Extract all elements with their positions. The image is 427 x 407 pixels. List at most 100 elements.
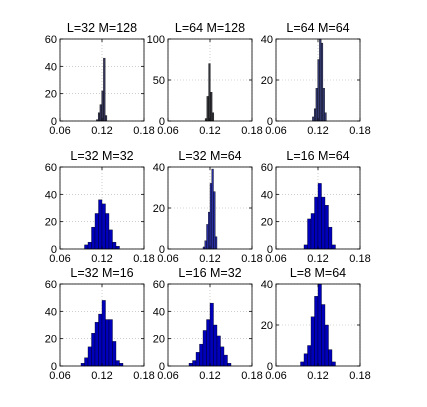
histogram-bar [101,203,106,250]
histogram-bar [314,296,319,367]
histogram-bar [314,196,319,250]
histogram-bar [202,330,207,367]
y-tick-label: 20 [45,334,57,346]
x-tick-label: 0.18 [133,370,154,382]
histogram-bar [87,241,92,250]
histogram-bar [210,92,213,122]
histogram-bar [206,224,209,250]
y-tick-label: 40 [153,162,165,174]
histogram-bar [321,196,326,250]
histogram-panel: 0.06 0.12 0.18 0 20 40 L=32 M=64 [153,149,263,265]
x-tick-label: 0.06 [157,125,178,137]
histogram-bar [108,229,113,250]
histogram-bar [313,108,317,122]
histogram-panel: 0.06 0.12 0.18 0 20 40 60 L=16 M=64 [261,149,371,265]
histogram-bar [108,319,113,367]
x-tick-label: 0.06 [49,253,70,265]
histogram-bar [320,42,324,122]
histogram-bar [209,183,212,250]
x-tick-label: 0.18 [133,125,154,137]
x-tick-label: 0.06 [49,370,70,382]
histogram-bar [91,226,96,250]
histogram-bar [112,241,117,250]
histogram-bar [104,115,108,122]
histogram-bar [192,360,197,367]
histogram-bar [317,59,320,122]
x-tick-label: 0.06 [265,370,286,382]
chart-title: L=64 M=64 [286,21,349,35]
histogram-bar [317,283,322,367]
histogram-bar [331,244,336,250]
x-tick-label: 0.12 [199,253,220,265]
histogram-bar [204,240,207,250]
y-tick-label: 60 [45,279,57,291]
histogram-bar [94,322,99,367]
histogram-bar [199,343,204,367]
histogram-bar [105,319,110,367]
histogram-bar [310,316,315,367]
histogram-bar [98,313,103,367]
histogram-bar [300,361,305,367]
histogram-panel: 0.06 0.12 0.18 0 20 40 L=8 M=64 [261,266,371,382]
histogram-bar [213,324,218,367]
y-tick-label: 40 [261,279,273,291]
histogram-bar [328,226,333,250]
histogram-bar [115,246,120,250]
histogram-bar [208,211,211,250]
histogram-bar [321,304,326,367]
histogram-panel: 0.06 0.12 0.18 0 20 40 L=64 M=64 [261,21,371,137]
y-tick-label: 0 [159,361,165,373]
chart-title: L=32 M=128 [67,21,137,35]
chart-title: L=64 M=128 [175,21,245,35]
y-tick-label: 20 [45,217,57,229]
y-tick-label: 40 [153,306,165,318]
y-tick-label: 60 [45,162,57,174]
x-tick-label: 0.18 [349,253,370,265]
histogram-bar [303,244,308,250]
histogram-bar [303,353,308,367]
x-tick-label: 0.18 [133,253,154,265]
x-tick-label: 0.12 [91,370,112,382]
y-tick-label: 0 [159,244,165,256]
histogram-bar [101,300,106,367]
histogram-panel: 0.06 0.12 0.18 0 20 40 60 L=32 M=32 [45,149,155,265]
x-tick-label: 0.06 [157,253,178,265]
x-tick-label: 0.18 [349,370,370,382]
histogram-panel: 0.06 0.12 0.18 0 20 40 60 L=16 M=32 [153,266,263,382]
histogram-bar [310,213,315,250]
y-tick-label: 50 [153,75,165,87]
histogram-bar [315,88,318,122]
chart-title: L=32 M=32 [70,149,133,163]
y-tick-label: 20 [261,217,273,229]
chart-title: L=32 M=64 [178,149,241,163]
y-tick-label: 0 [267,361,273,373]
y-tick-label: 0 [51,361,57,373]
y-tick-label: 20 [261,320,273,332]
histogram-bar [319,38,322,122]
histogram-bar [324,324,329,367]
histogram-bar [215,236,218,250]
histogram-bar [87,346,92,367]
histogram-panel: 0.06 0.12 0.18 0 50 100 L=64 M=128 [147,21,263,137]
histogram-bar [331,361,336,367]
x-tick-label: 0.12 [307,125,328,137]
histogram-bar [317,183,322,250]
y-tick-label: 40 [45,61,57,73]
x-tick-label: 0.18 [241,125,262,137]
y-tick-label: 40 [45,306,57,318]
histogram-bar [324,205,329,250]
histogram-bar [188,363,193,367]
x-tick-label: 0.12 [307,253,328,265]
histogram-bar [98,199,103,250]
x-tick-label: 0.06 [265,125,286,137]
y-tick-label: 0 [267,116,273,128]
histogram-bar [105,213,110,250]
histogram-panel: 0.06 0.12 0.18 0 20 40 60 L=32 M=16 [45,266,155,382]
y-tick-label: 0 [159,116,165,128]
x-tick-label: 0.18 [349,125,370,137]
histogram-bar [80,363,85,367]
histogram-bar [307,218,312,250]
y-tick-label: 60 [45,34,57,46]
histogram-bar [322,88,325,122]
